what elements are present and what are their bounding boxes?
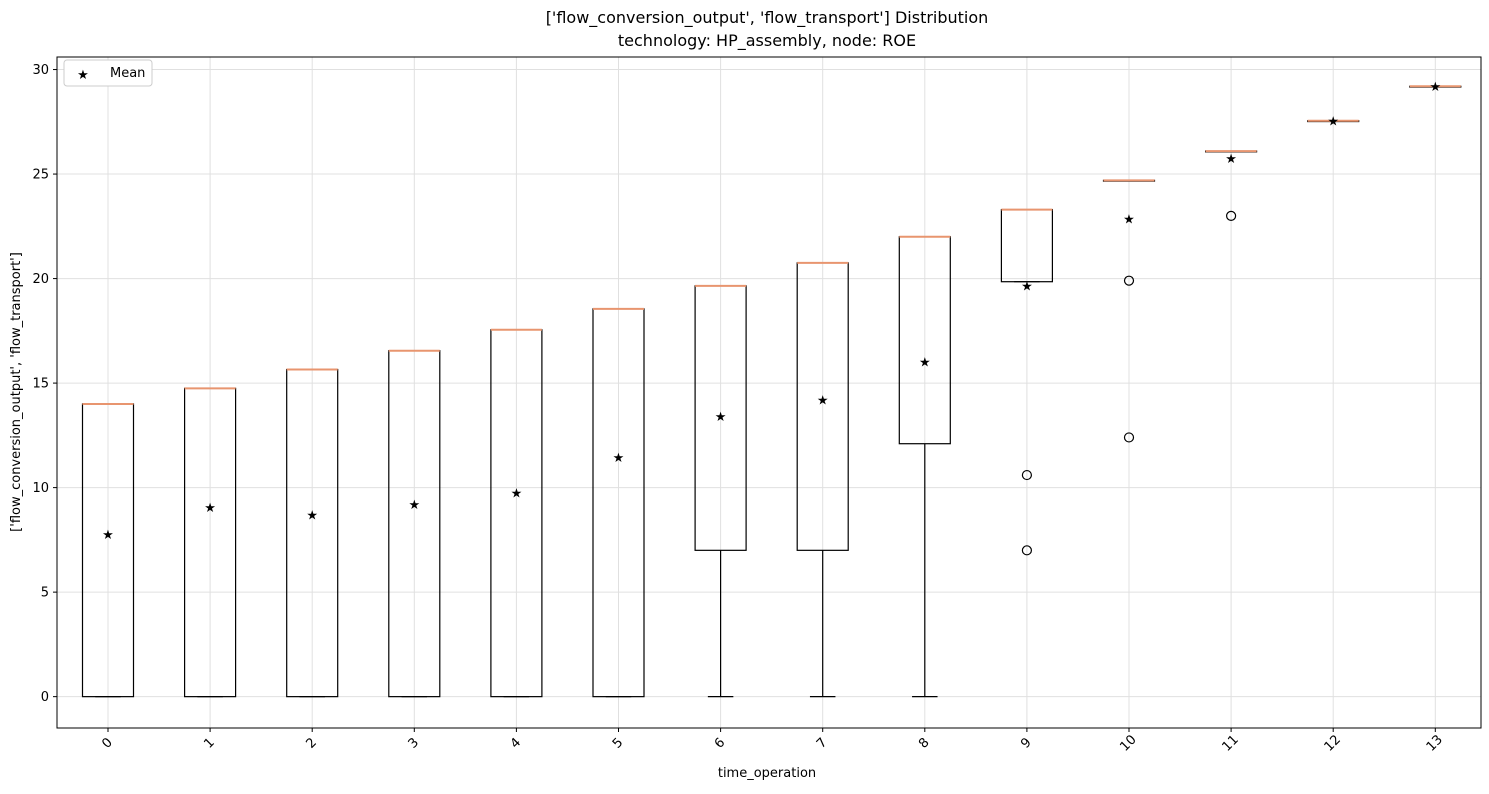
mean-marker: ★ [919, 356, 931, 371]
box-item: ★ [1307, 114, 1360, 129]
mean-marker: ★ [102, 528, 114, 543]
chart-title: ['flow_conversion_output', 'flow_transpo… [546, 8, 989, 28]
box-item: ★ [388, 349, 441, 698]
mean-marker: ★ [1021, 279, 1033, 294]
outlier-point [1123, 432, 1135, 443]
legend: ★ Mean [63, 59, 153, 87]
chart-subtitle: technology: HP_assembly, node: ROE [618, 31, 916, 51]
x-tick-label: 7 [814, 735, 830, 751]
mean-marker: ★ [306, 508, 318, 523]
legend-mean-label: Mean [110, 66, 145, 81]
outlier-point [1123, 275, 1135, 286]
box-series: ★ ★ ★ ★ ★ ★ ★ ★ ★ ★ ★ ★ ★ ★ [81, 80, 1462, 698]
box-item: ★ [490, 328, 543, 698]
x-tick-label: 0 [99, 735, 115, 751]
outlier-point [1021, 545, 1033, 556]
x-axis-label: time_operation [718, 766, 816, 781]
box-item: ★ [81, 402, 135, 698]
box-item: ★ [1000, 208, 1054, 556]
x-tick-label: 13 [1424, 732, 1446, 754]
box-item: ★ [796, 261, 849, 698]
box-item: ★ [184, 387, 237, 698]
box-item: ★ [694, 284, 747, 698]
mean-marker: ★ [204, 501, 216, 516]
box-item: ★ [1409, 80, 1462, 95]
legend-mean-marker: ★ [77, 68, 89, 83]
y-tick-label: 0 [41, 690, 49, 705]
y-tick-label: 10 [32, 481, 49, 496]
mean-marker: ★ [1429, 80, 1441, 95]
box-item: ★ [286, 368, 339, 698]
x-tick-label: 5 [610, 735, 626, 751]
y-tick-label: 15 [32, 377, 49, 392]
x-tick-label: 4 [508, 735, 524, 751]
mean-marker: ★ [1123, 213, 1135, 228]
box-item: ★ [1102, 179, 1156, 443]
y-tick-label: 30 [32, 63, 49, 78]
y-tick-label: 20 [32, 272, 49, 287]
y-tick-label: 25 [32, 168, 49, 183]
grid-lines [57, 57, 1481, 728]
y-tick-label: 5 [41, 586, 49, 601]
x-tick-label: 12 [1322, 732, 1344, 754]
x-tick-label: 3 [406, 735, 422, 751]
x-tick-label: 9 [1018, 735, 1034, 751]
x-tick-label: 1 [201, 735, 217, 751]
y-axis-label: ['flow_conversion_output', 'flow_transpo… [9, 252, 24, 532]
x-tick-label: 6 [712, 735, 728, 751]
mean-marker: ★ [613, 451, 625, 466]
mean-marker: ★ [408, 498, 420, 513]
mean-marker: ★ [817, 393, 829, 408]
mean-marker: ★ [1327, 114, 1339, 129]
box-item: ★ [592, 307, 645, 698]
x-tick-label: 8 [916, 735, 932, 751]
outlier-point [1225, 210, 1237, 221]
box-item: ★ [1204, 150, 1258, 221]
x-tick-label: 11 [1219, 732, 1241, 754]
legend-frame [63, 59, 153, 87]
mean-marker: ★ [511, 486, 523, 501]
plot-frame [56, 56, 1482, 729]
x-tick-label: 2 [303, 735, 319, 751]
x-tick-label: 10 [1117, 732, 1139, 754]
mean-marker: ★ [715, 410, 727, 425]
outlier-point [1021, 469, 1033, 481]
mean-marker: ★ [1225, 152, 1237, 167]
box-item: ★ [898, 235, 951, 698]
